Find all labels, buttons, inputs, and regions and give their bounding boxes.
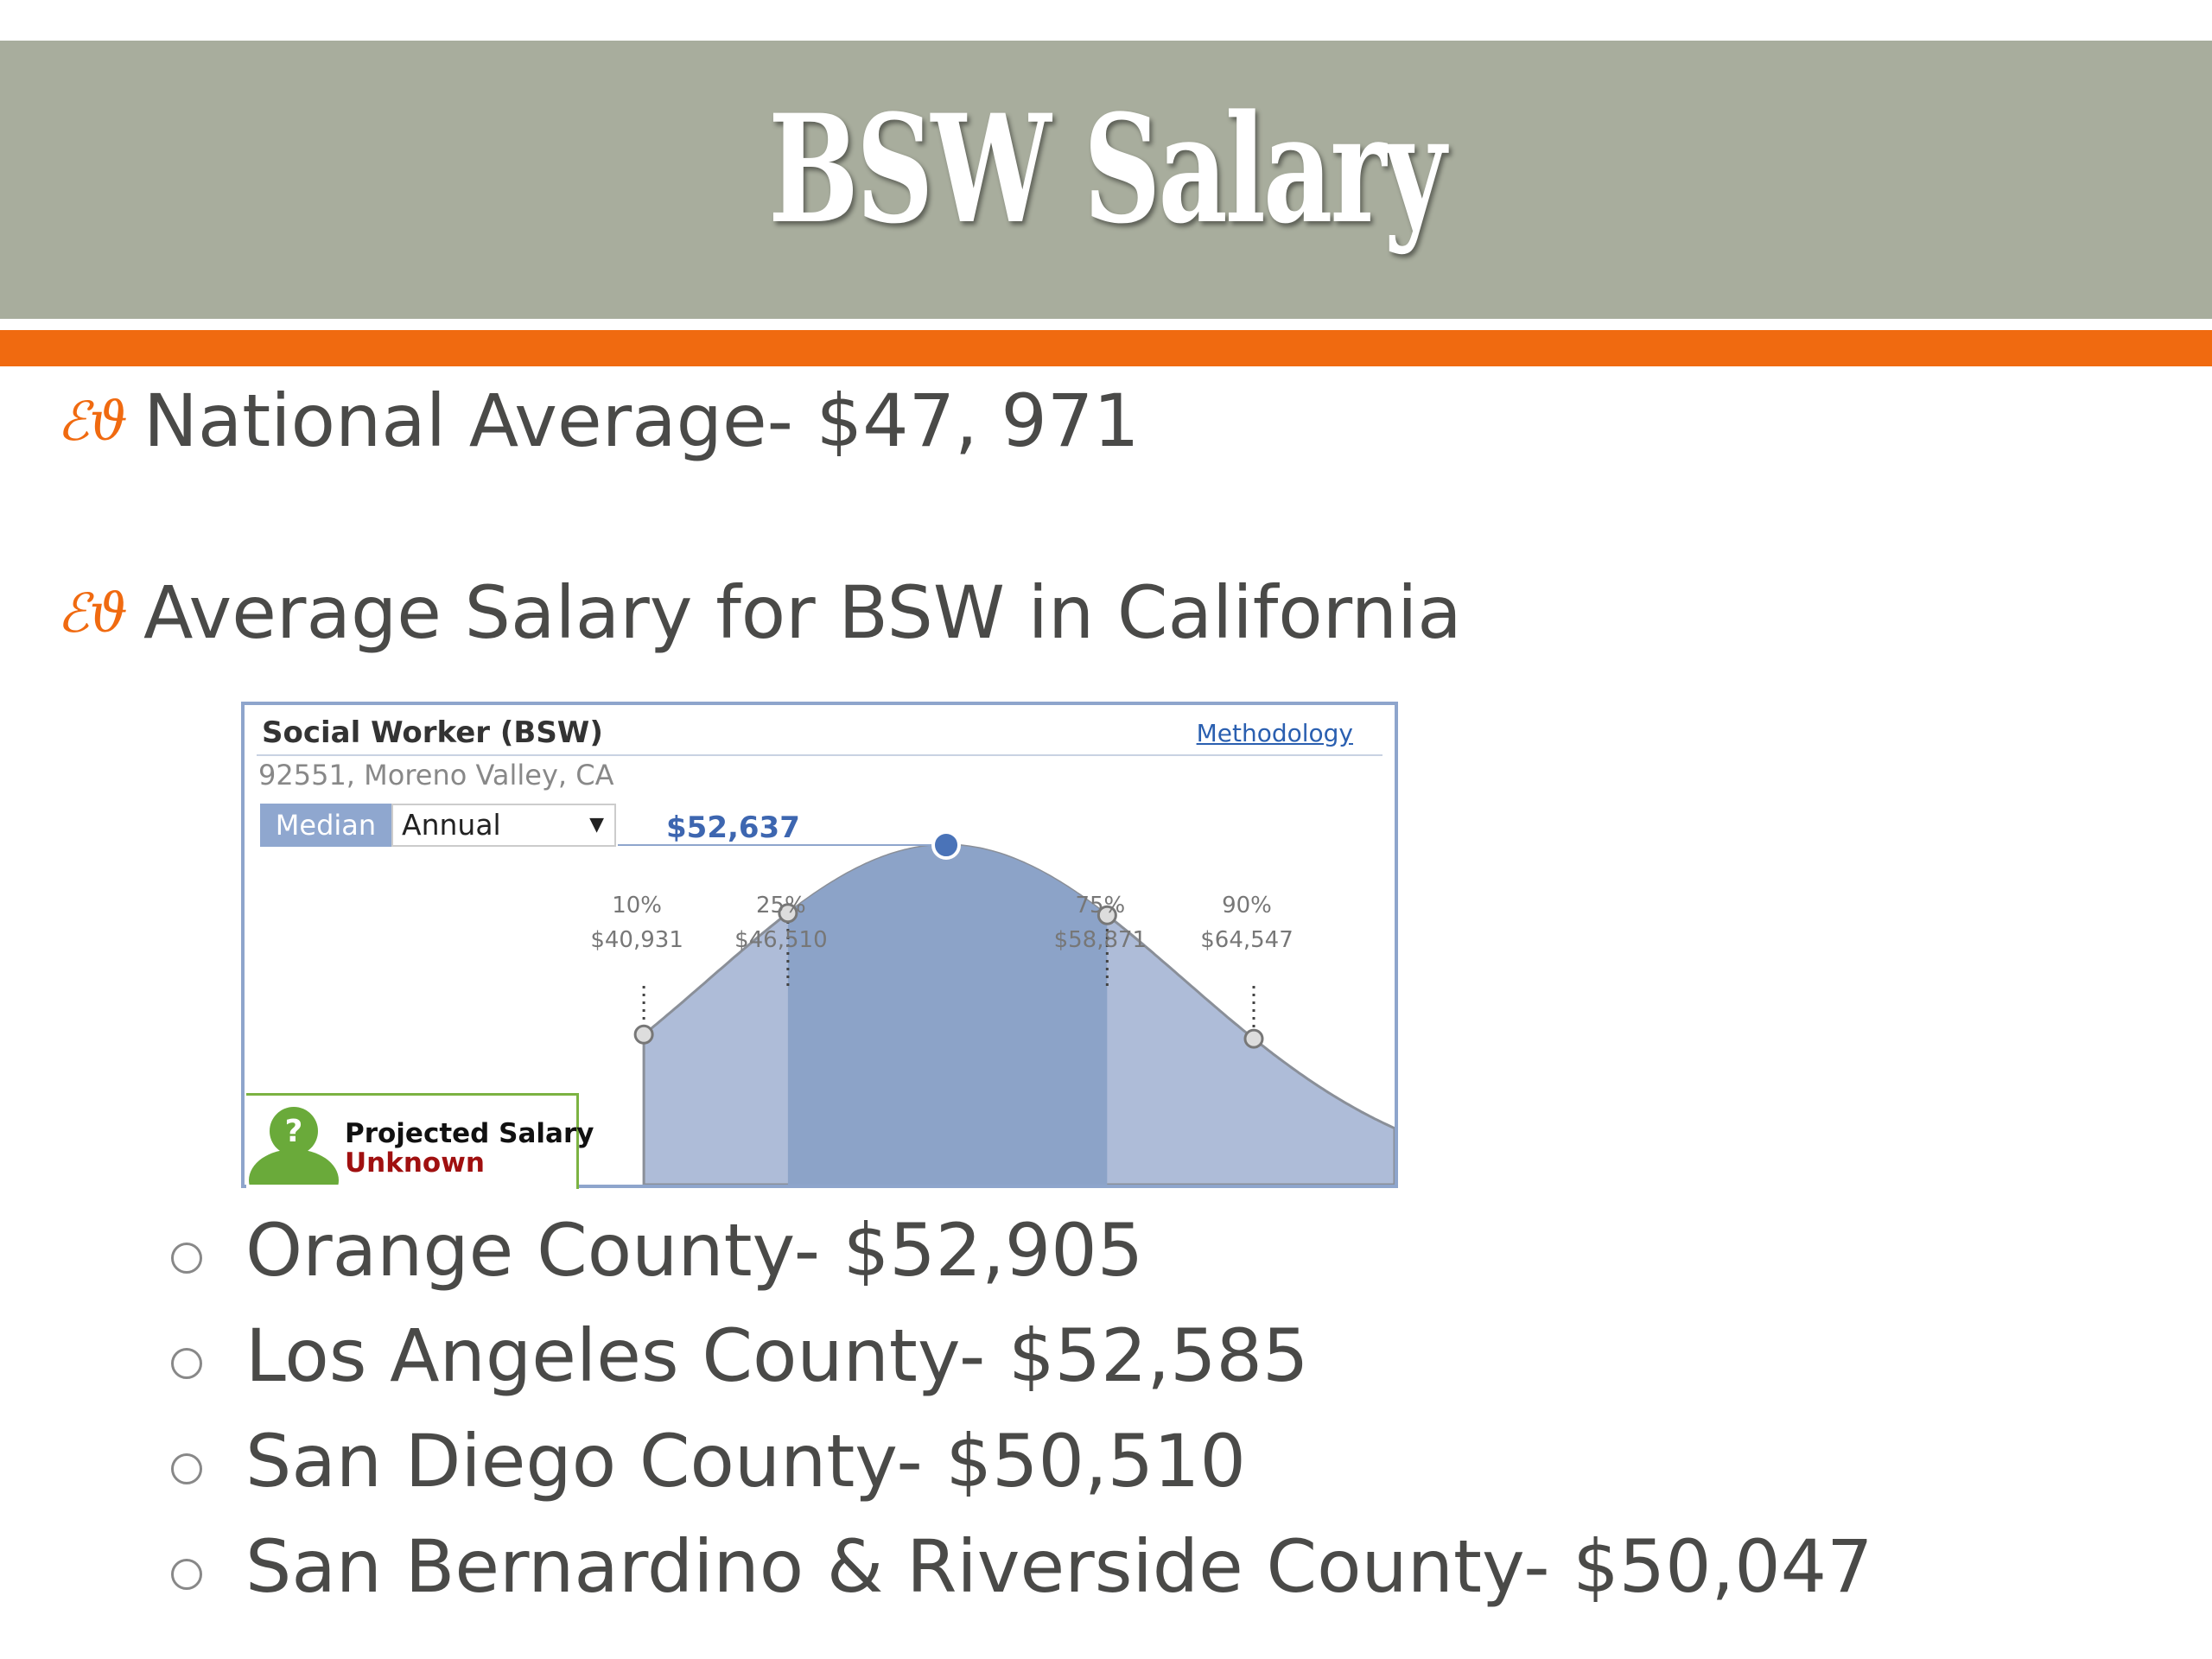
- distribution-curve-interquartile: [787, 845, 1108, 1185]
- widget-title: Social Worker (BSW): [262, 715, 603, 750]
- title-band: [0, 41, 2212, 319]
- swirl-bullet-icon: ℰϑ: [57, 389, 128, 453]
- percentile-point: [778, 903, 798, 924]
- bullet-text: Average Salary for BSW in California: [143, 570, 1462, 655]
- bullet-california-average: ℰϑ Average Salary for BSW in California: [57, 570, 1462, 655]
- sub-bullet-los-angeles-county: Los Angeles County- $52,585: [171, 1313, 1308, 1398]
- percentile-value-label: $58,871: [1054, 927, 1147, 953]
- bullet-national-average: ℰϑ National Average- $47, 971: [57, 378, 1140, 463]
- circle-bullet-icon: [171, 1559, 202, 1590]
- period-select-value: Annual: [402, 808, 501, 842]
- bullet-text: National Average- $47, 971: [143, 378, 1140, 463]
- median-tab[interactable]: Median: [260, 804, 391, 847]
- slide-title: BSW Salary: [768, 81, 1446, 257]
- percentile-value-label: $40,931: [590, 927, 683, 953]
- circle-bullet-icon: [171, 1243, 202, 1274]
- percentile-label: 90%: [1222, 893, 1272, 918]
- percentile-value-label: $64,547: [1200, 927, 1294, 953]
- percentile-label: 75%: [1075, 893, 1125, 918]
- period-select[interactable]: Annual ▼: [391, 804, 616, 847]
- projected-salary-status: Unknown: [345, 1147, 485, 1179]
- sub-bullet-orange-county: Orange County- $52,905: [171, 1208, 1143, 1293]
- sub-bullet-san-bernardino-riverside-county: San Bernardino & Riverside County- $50,0…: [171, 1524, 1873, 1609]
- percentile-value-label: $46,510: [734, 927, 828, 953]
- sub-bullet-san-diego-county: San Diego County- $50,510: [171, 1419, 1246, 1503]
- percentile-point: [633, 1024, 654, 1045]
- swirl-bullet-icon: ℰϑ: [57, 581, 128, 645]
- widget-location: 92551, Moreno Valley, CA: [258, 759, 614, 791]
- percentile-point: [1096, 905, 1117, 925]
- salary-distribution-chart: 10% $40,931 25% $46,510 75% $58,871 90% $64,547: [590, 830, 1395, 1185]
- widget-divider: [257, 754, 1382, 756]
- percentile-label: 10%: [612, 893, 662, 918]
- sub-bullet-text: San Diego County- $50,510: [245, 1419, 1246, 1503]
- chevron-down-icon: ▼: [589, 814, 604, 836]
- median-point: [931, 830, 962, 860]
- sub-bullet-text: Orange County- $52,905: [245, 1208, 1144, 1293]
- svg-text:?: ?: [285, 1114, 303, 1149]
- salary-widget: Social Worker (BSW) Methodology 92551, M…: [241, 702, 1398, 1189]
- sub-bullet-text: San Bernardino & Riverside County- $50,0…: [245, 1524, 1873, 1609]
- percentile-label: 25%: [756, 893, 806, 918]
- sub-bullet-text: Los Angeles County- $52,585: [245, 1313, 1309, 1398]
- circle-bullet-icon: [171, 1348, 202, 1379]
- projected-salary-label: Projected Salary: [345, 1118, 594, 1149]
- methodology-link[interactable]: Methodology: [1196, 719, 1353, 747]
- circle-bullet-icon: [171, 1453, 202, 1484]
- percentile-point: [1243, 1028, 1264, 1049]
- median-value: $52,637: [666, 810, 800, 845]
- person-question-icon: ?: [249, 1107, 339, 1185]
- accent-bar: [0, 330, 2212, 366]
